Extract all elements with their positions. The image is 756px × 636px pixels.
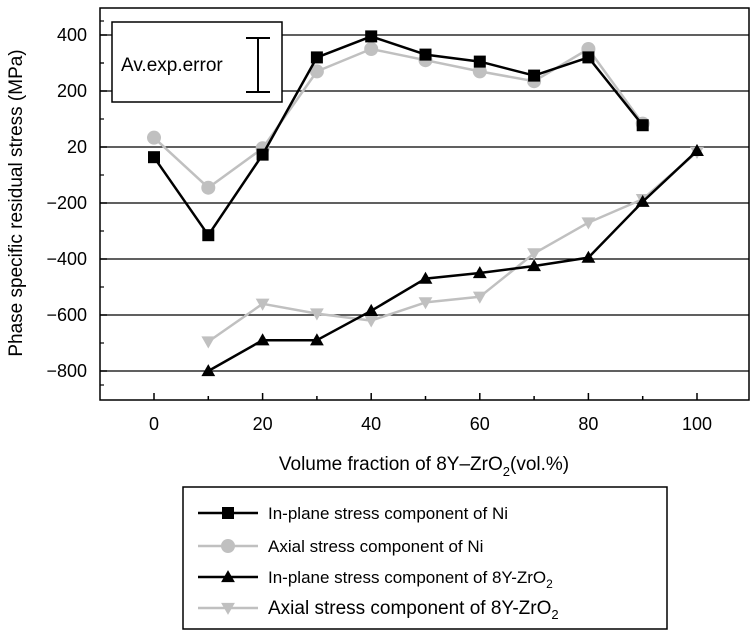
y-tick-label: −800 [46, 361, 87, 381]
data-point-triangle-down [221, 602, 235, 615]
data-point-square [222, 507, 234, 519]
error-annotation: Av.exp.error [111, 21, 283, 103]
y-tick-labels: 400 200 20 −200 −400 −600 −800 [46, 25, 87, 381]
y-tick-label: 200 [57, 81, 87, 101]
x-tick-label: 60 [470, 414, 490, 434]
x-axis-title-unit: (vol.%) [510, 454, 569, 475]
x-axis-title-main: Volume fraction of 8Y–ZrO [279, 454, 503, 475]
data-point-triangle-down [255, 298, 270, 311]
y-tick-label: −200 [46, 193, 87, 213]
data-point-triangle-up [581, 250, 596, 263]
x-tick-label: 100 [682, 414, 712, 434]
legend-label-subscript: 2 [551, 607, 558, 622]
data-point-triangle-up [255, 333, 270, 346]
data-point-square [256, 148, 269, 161]
x-tick-label: 0 [149, 414, 159, 434]
data-point-triangle-up [310, 333, 324, 346]
error-annotation-label: Av.exp.error [121, 55, 223, 76]
data-point-triangle-down [581, 217, 596, 230]
data-point-square [582, 51, 595, 64]
data-point-triangle-up [635, 194, 650, 207]
legend-box [182, 486, 668, 630]
data-point-triangle-up [690, 143, 704, 156]
data-point-triangle-up [221, 570, 235, 583]
data-point-square [528, 69, 541, 82]
data-point-triangle-up [527, 259, 541, 272]
legend: In-plane stress component of Ni Axial str… [182, 486, 668, 630]
data-point-circle [201, 180, 216, 195]
legend-entry-3: In-plane stress component of 8Y-ZrO2 [198, 568, 553, 591]
legend-label: Axial stress component of 8Y-ZrO2 [268, 598, 559, 622]
x-axis-title-subscript: 2 [503, 464, 510, 479]
y-tick-label: 20 [67, 137, 87, 157]
y-tick-label: 400 [57, 25, 87, 45]
y-axis-title: Phase specific residual stress (MPa) [6, 49, 27, 356]
data-point-triangle-up [418, 271, 433, 284]
y-tick-label: −600 [46, 305, 87, 325]
data-point-square [636, 119, 649, 132]
x-tick-label: 40 [361, 414, 381, 434]
legend-label: In-plane stress component of Ni [268, 504, 508, 523]
data-point-circle [147, 130, 161, 145]
data-point-triangle-up [201, 364, 216, 377]
legend-label-text: Axial stress component of Ni [268, 537, 483, 556]
series-line [207, 151, 698, 343]
series-3 [201, 143, 704, 377]
series-line [153, 47, 644, 189]
series-layer [147, 30, 704, 377]
legend-entry-1: In-plane stress component of Ni [198, 504, 508, 523]
data-point-triangle-down [201, 336, 216, 349]
data-point-triangle-down [310, 308, 324, 321]
x-tick-label: 20 [253, 414, 273, 434]
data-point-circle [309, 64, 324, 79]
legend-entry-2: Axial stress component of Ni [198, 537, 483, 556]
data-point-triangle-up [472, 266, 487, 279]
series-1 [148, 30, 649, 242]
data-point-square [365, 30, 378, 43]
legend-label-text: Axial stress component of 8Y-ZrO [268, 598, 551, 619]
y-tick-label: −400 [46, 249, 87, 269]
data-point-triangle-down [418, 297, 433, 310]
legend-entries: In-plane stress component of Ni Axial str… [198, 504, 559, 622]
data-point-square [473, 55, 486, 68]
x-axis-title: Volume fraction of 8Y–ZrO2(vol.%) [279, 454, 569, 479]
legend-label: In-plane stress component of 8Y-ZrO2 [268, 568, 553, 591]
data-point-circle [364, 42, 379, 56]
data-point-square [310, 51, 323, 64]
series-line [207, 149, 698, 373]
series-line [152, 35, 644, 237]
data-point-triangle-down [527, 248, 541, 261]
data-point-square [202, 229, 215, 242]
data-point-triangle-down [472, 291, 487, 304]
data-point-triangle-down [364, 315, 379, 328]
legend-label: Axial stress component of Ni [268, 537, 483, 556]
data-point-square [419, 48, 432, 61]
legend-label-text: In-plane stress component of 8Y-ZrO [268, 568, 546, 587]
x-tick-labels: 0 20 40 60 80 100 [149, 414, 712, 434]
axis-ticks [100, 20, 698, 400]
legend-label-text: In-plane stress component of Ni [268, 504, 508, 523]
data-point-circle [221, 539, 235, 553]
data-point-square [148, 151, 160, 164]
legend-entry-4: Axial stress component of 8Y-ZrO2 [198, 598, 559, 622]
data-point-triangle-up [364, 303, 379, 316]
x-tick-label: 80 [578, 414, 598, 434]
error-annotation-box [111, 21, 283, 103]
legend-label-subscript: 2 [546, 577, 553, 591]
data-point-circle [472, 64, 487, 79]
